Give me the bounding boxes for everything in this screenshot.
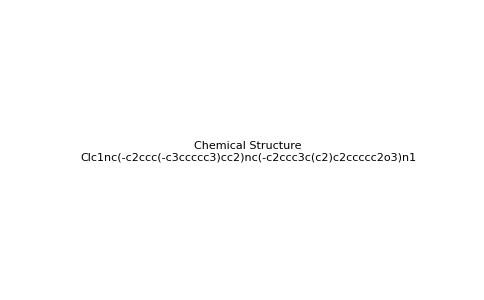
Text: Chemical Structure
Clc1nc(-c2ccc(-c3ccccc3)cc2)nc(-c2ccc3c(c2)c2ccccc2o3)n1: Chemical Structure Clc1nc(-c2ccc(-c3cccc… — [80, 141, 416, 162]
